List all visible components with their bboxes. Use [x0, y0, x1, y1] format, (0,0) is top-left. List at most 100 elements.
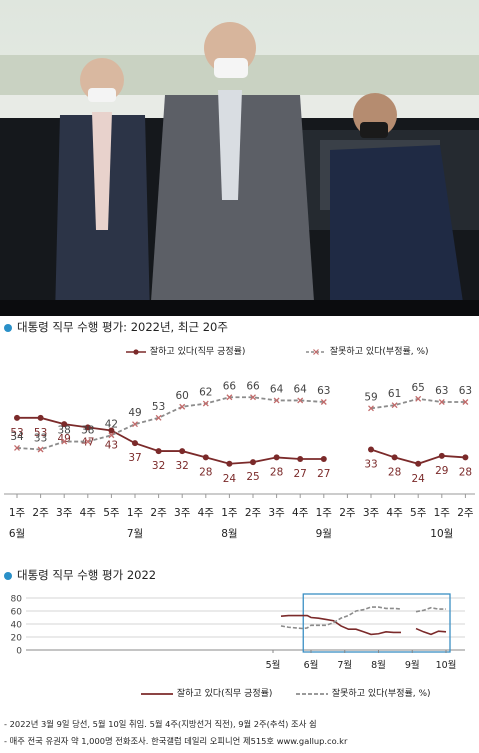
- positive-data-label: 43: [105, 440, 118, 452]
- negative-point: [226, 394, 233, 401]
- negative-data-label: 62: [199, 387, 212, 399]
- legend-line-positive-icon: [141, 692, 173, 695]
- positive-point: [415, 460, 422, 467]
- x-tick-label: 1주: [316, 507, 333, 519]
- x-tick-label: 2주: [457, 507, 474, 519]
- top-legend-positive: 잘하고 있다(직무 긍정률): [125, 344, 245, 357]
- top-chart-title: 대통령 직무 수행 평가: 2022년, 최근 20주: [4, 319, 228, 335]
- negative-data-label: 38: [58, 425, 71, 437]
- x-tick-label: 2주: [32, 507, 49, 519]
- positive-data-label: 25: [246, 471, 259, 483]
- positive-data-label: 27: [294, 468, 307, 480]
- month-label: 8월: [221, 528, 237, 540]
- y-tick-label: 0: [16, 647, 22, 657]
- negative-point: [250, 394, 256, 401]
- y-tick-label: 60: [11, 608, 23, 618]
- negative-point: [132, 421, 138, 428]
- x-tick-label: 4주: [292, 507, 309, 519]
- legend-line-positive-icon: [126, 348, 146, 355]
- negative-data-label: 66: [223, 380, 237, 392]
- x-tick-label: 7월: [337, 659, 352, 671]
- positive-point: [226, 460, 233, 467]
- positive-point: [179, 448, 186, 455]
- x-tick-label: 4주: [80, 507, 97, 519]
- negative-point: [415, 395, 422, 402]
- legend-line-negative-icon: [296, 692, 328, 695]
- y-tick-label: 40: [11, 621, 23, 631]
- positive-data-label: 24: [223, 473, 237, 485]
- negative-data-label: 33: [34, 433, 47, 445]
- negative-series-line: [280, 606, 402, 630]
- x-tick-label: 1주: [221, 507, 238, 519]
- x-tick-label: 6월: [304, 659, 319, 671]
- positive-data-label: 49: [58, 433, 71, 445]
- positive-point: [155, 448, 162, 455]
- positive-point: [391, 454, 398, 461]
- negative-data-label: 49: [128, 407, 141, 419]
- negative-series-line: [16, 396, 324, 451]
- negative-data-label: 63: [459, 385, 472, 397]
- y-tick-label: 80: [11, 595, 23, 605]
- negative-data-label: 53: [152, 401, 165, 413]
- x-tick-label: 2주: [339, 507, 356, 519]
- bullet-icon: [4, 571, 12, 580]
- legend-line-negative-icon: [306, 348, 326, 355]
- negative-point: [179, 403, 186, 410]
- y-tick-label: 20: [11, 634, 23, 644]
- month-label: 10월: [430, 528, 453, 540]
- x-tick-label: 4주: [198, 507, 215, 519]
- positive-point: [273, 454, 280, 461]
- positive-series-line: [280, 614, 401, 636]
- x-tick-label: 5월: [266, 659, 281, 671]
- negative-data-label: 60: [176, 390, 189, 402]
- positive-series-line: [415, 627, 447, 636]
- negative-data-label: 42: [105, 418, 118, 430]
- positive-point: [37, 414, 44, 421]
- x-tick-label: 8월: [371, 659, 386, 671]
- month-label: 7월: [127, 528, 143, 540]
- negative-data-label: 65: [412, 382, 425, 394]
- positive-data-label: 28: [270, 466, 283, 478]
- bottom-line-chart: 0 20 40 60 80 5월 6월 7월 8월 9월 10월: [11, 593, 465, 671]
- positive-series-line: [17, 416, 324, 465]
- x-tick-label: 2주: [150, 507, 167, 519]
- positive-data-label: 29: [435, 465, 448, 477]
- positive-point: [320, 456, 327, 462]
- negative-data-label: 64: [270, 383, 284, 395]
- positive-point: [132, 440, 138, 447]
- positive-data-label: 27: [317, 468, 330, 480]
- x-tick-label: 1주: [9, 507, 26, 519]
- x-tick-label: 9월: [405, 659, 420, 671]
- positive-data-label: 28: [459, 466, 472, 478]
- positive-data-label: 32: [152, 460, 165, 472]
- negative-point: [14, 444, 20, 451]
- x-tick-label: 10월: [436, 659, 457, 671]
- x-tick-label: 1주: [127, 507, 144, 519]
- x-tick-label: 3주: [268, 507, 285, 519]
- positive-point: [14, 414, 20, 421]
- news-photo: [0, 0, 479, 316]
- negative-point: [462, 399, 469, 405]
- x-tick-label: 3주: [56, 507, 73, 519]
- positive-point: [438, 452, 445, 459]
- negative-data-label: 38: [81, 425, 94, 437]
- negative-point: [438, 399, 445, 405]
- highlight-box: [302, 593, 451, 653]
- x-tick-label: 3주: [174, 507, 191, 519]
- bottom-chart-title: 대통령 직무 수행 평가 2022: [4, 567, 156, 583]
- top-legend-negative: 잘못하고 있다(부정률, %): [305, 344, 429, 357]
- footnote-1: - 2022년 3월 9일 당선, 5월 10일 취임. 5월 4주(지방선거 …: [4, 719, 317, 729]
- negative-data-label: 34: [10, 431, 24, 443]
- x-tick-label: 3주: [363, 507, 380, 519]
- positive-point: [250, 459, 256, 466]
- negative-point: [37, 446, 44, 453]
- top-line-chart: 5353494743373232282425282727332824292834…: [4, 380, 475, 540]
- negative-point: [202, 400, 209, 407]
- negative-point: [155, 414, 162, 421]
- x-tick-label: 5주: [103, 507, 120, 519]
- positive-data-label: 33: [364, 459, 377, 471]
- negative-data-label: 63: [435, 385, 448, 397]
- positive-data-label: 24: [412, 473, 426, 485]
- positive-point: [368, 446, 374, 453]
- negative-data-label: 64: [294, 383, 308, 395]
